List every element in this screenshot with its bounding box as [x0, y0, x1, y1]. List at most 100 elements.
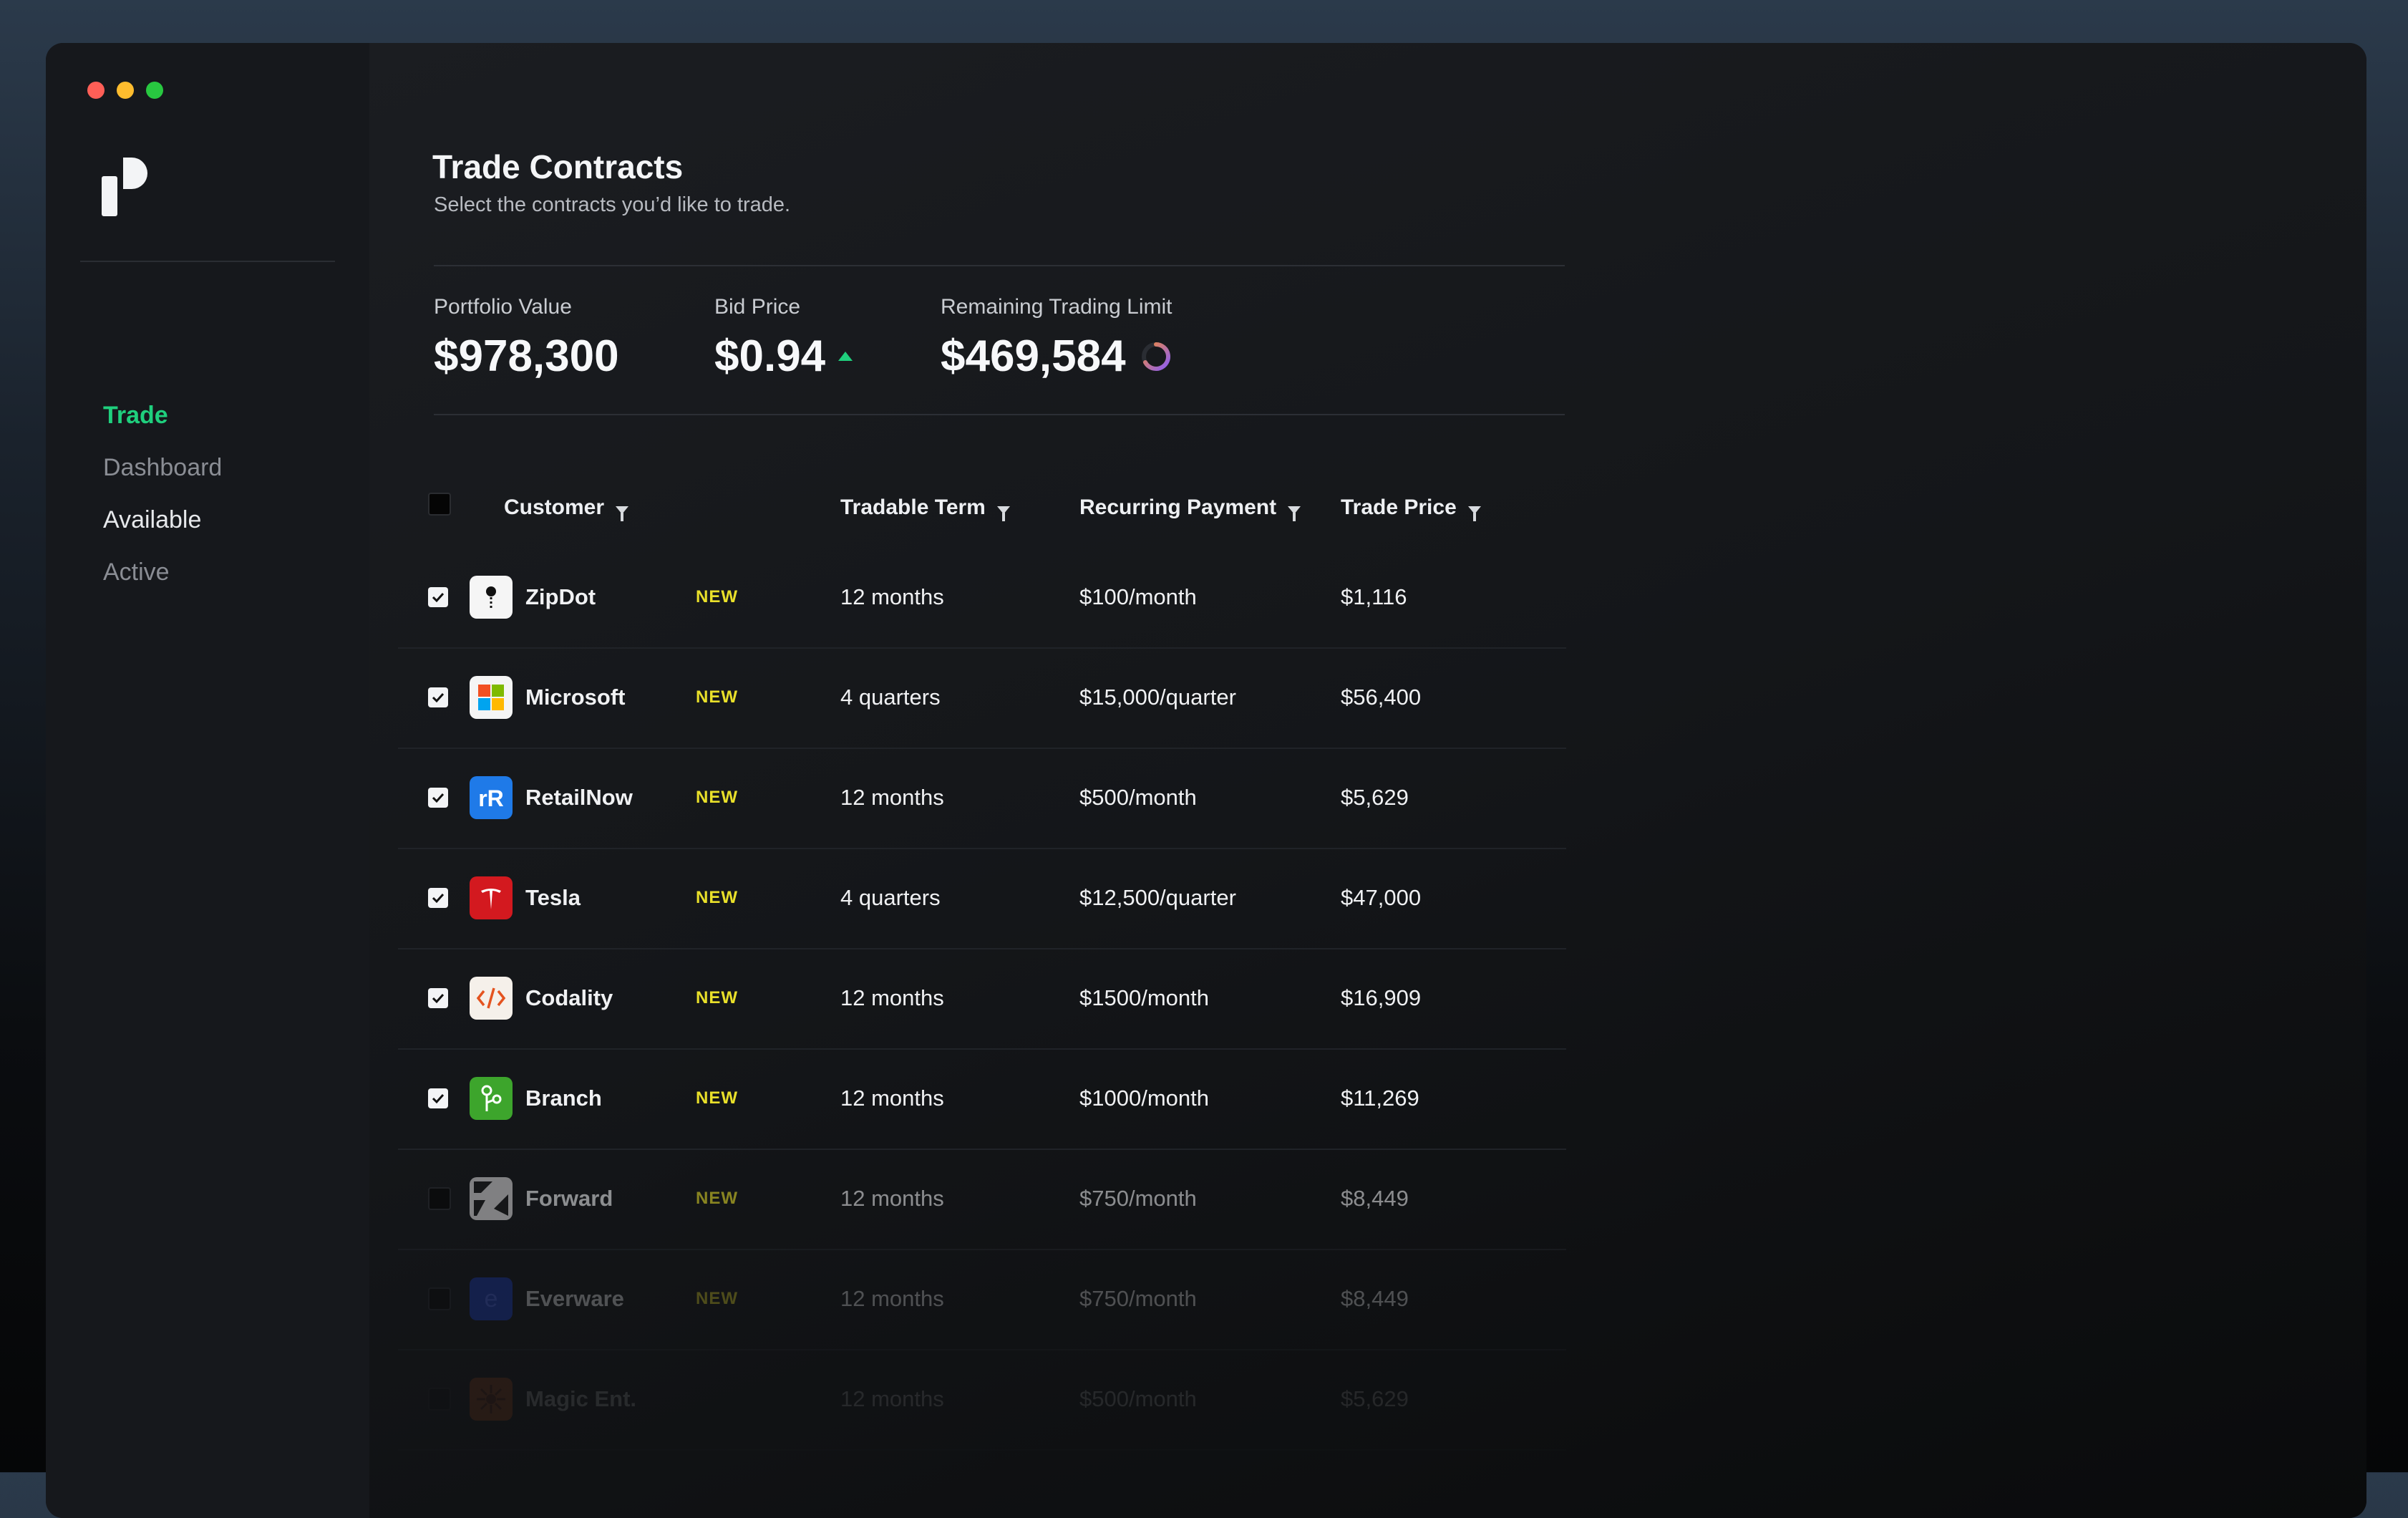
portfolio-value-stat: Portfolio Value $978,300 — [434, 295, 619, 382]
portfolio-value: $978,300 — [434, 332, 619, 381]
row-checkbox[interactable] — [428, 587, 448, 607]
everware-icon: e — [470, 1277, 513, 1320]
customer-name: RetailNow — [525, 785, 633, 810]
trade-price: $8,449 — [1341, 1286, 1409, 1311]
table-header: Customer Tradable Term Recurring Payment… — [398, 490, 1566, 533]
recurring-payment: $1000/month — [1079, 1086, 1209, 1111]
new-badge: NEW — [696, 1289, 738, 1308]
new-badge: NEW — [696, 1088, 738, 1108]
forward-icon — [470, 1177, 513, 1220]
app-window: Trade Dashboard Available Active Trade C… — [46, 43, 2366, 1518]
sidebar-item-available[interactable]: Available — [103, 506, 202, 533]
trading-limit-value: $469,584 — [941, 332, 1126, 381]
table-row[interactable]: e Everware NEW 12 months $750/month $8,449 — [398, 1249, 1566, 1350]
tradable-term: 12 months — [840, 584, 944, 609]
row-checkbox[interactable] — [428, 1287, 451, 1310]
tradable-term: 12 months — [840, 1286, 944, 1311]
customer-name: ZipDot — [525, 584, 596, 609]
tradable-term: 12 months — [840, 1386, 944, 1411]
window-controls — [87, 82, 163, 99]
sidebar: Trade Dashboard Available Active — [46, 43, 369, 1518]
page-title: Trade Contracts — [432, 148, 684, 185]
table-row[interactable]: ZipDot NEW 12 months $100/month $1,116 — [398, 547, 1566, 649]
table-row[interactable]: Tesla NEW 4 quarters $12,500/quarter $47,000 — [398, 848, 1566, 949]
table-row[interactable]: Microsoft NEW 4 quarters $15,000/quarter $56… — [398, 647, 1566, 749]
row-checkbox[interactable] — [428, 1187, 451, 1210]
customer-name: Magic Ent. — [525, 1386, 637, 1411]
row-checkbox[interactable] — [428, 1388, 451, 1411]
customer-name: Branch — [525, 1086, 602, 1111]
table-row[interactable]: Magic Ent. 12 months $500/month $5,629 — [398, 1349, 1566, 1451]
bid-price-value: $0.94 — [714, 332, 826, 381]
row-checkbox[interactable] — [428, 1088, 448, 1108]
new-badge: NEW — [696, 788, 738, 807]
trade-price: $5,629 — [1341, 1386, 1409, 1411]
trade-price: $11,269 — [1341, 1086, 1419, 1111]
column-trade-price[interactable]: Trade Price — [1341, 495, 1481, 521]
new-badge: NEW — [696, 888, 738, 907]
recurring-payment: $12,500/quarter — [1079, 885, 1236, 910]
trading-limit-stat: Remaining Trading Limit $469,584 — [941, 295, 1173, 382]
new-badge: NEW — [696, 687, 738, 707]
row-checkbox[interactable] — [428, 788, 448, 808]
trade-price: $47,000 — [1341, 885, 1422, 910]
tradable-term: 12 months — [840, 1186, 944, 1211]
header-divider — [434, 265, 1565, 266]
recurring-payment: $750/month — [1079, 1286, 1197, 1311]
tradable-term: 12 months — [840, 785, 944, 810]
new-badge: NEW — [696, 1189, 738, 1208]
filter-icon[interactable] — [1467, 506, 1481, 521]
recurring-payment: $500/month — [1079, 1386, 1197, 1411]
trade-price: $8,449 — [1341, 1186, 1409, 1211]
select-all-checkbox[interactable] — [428, 493, 451, 516]
row-checkbox[interactable] — [428, 687, 448, 707]
column-customer[interactable]: Customer — [504, 495, 629, 521]
row-checkbox[interactable] — [428, 888, 448, 908]
branch-icon — [470, 1077, 513, 1120]
customer-name: Everware — [525, 1286, 624, 1311]
table-row[interactable]: rR RetailNow NEW 12 months $500/month $5,629 — [398, 748, 1566, 849]
column-tradable-term[interactable]: Tradable Term — [840, 495, 1010, 521]
tradable-term: 4 quarters — [840, 685, 941, 710]
column-recurring-payment[interactable]: Recurring Payment — [1079, 495, 1301, 521]
customer-name: Tesla — [525, 885, 581, 910]
trade-price: $16,909 — [1341, 985, 1422, 1010]
bid-price-stat: Bid Price $0.94 — [714, 295, 853, 382]
trade-price: $5,629 — [1341, 785, 1409, 810]
customer-name: Microsoft — [525, 685, 626, 710]
trade-price: $56,400 — [1341, 685, 1422, 710]
retailnow-icon: rR — [470, 776, 513, 819]
filter-icon[interactable] — [996, 506, 1010, 521]
tradable-term: 4 quarters — [840, 885, 941, 910]
microsoft-icon — [470, 676, 513, 719]
filter-icon[interactable] — [1288, 506, 1301, 521]
tradable-term: 12 months — [840, 985, 944, 1010]
maximize-window-button[interactable] — [146, 82, 163, 99]
sidebar-item-active[interactable]: Active — [103, 559, 170, 586]
magic-ent-icon — [470, 1378, 513, 1421]
customer-name: Forward — [525, 1186, 613, 1211]
page-subtitle: Select the contracts you’d like to trade… — [434, 193, 791, 216]
new-badge: NEW — [696, 587, 738, 606]
trend-up-icon — [838, 352, 853, 361]
sidebar-nav: Trade Dashboard Available Active — [103, 395, 222, 604]
bid-price-label: Bid Price — [714, 295, 801, 319]
portfolio-value-label: Portfolio Value — [434, 295, 572, 319]
filter-icon[interactable] — [616, 506, 629, 521]
recurring-payment: $1500/month — [1079, 985, 1209, 1010]
loading-ring-icon — [1141, 342, 1170, 371]
svg-text:rR: rR — [478, 785, 504, 811]
svg-text:e: e — [485, 1285, 498, 1312]
row-checkbox[interactable] — [428, 988, 448, 1008]
table-row[interactable]: Codality NEW 12 months $1500/month $16,909 — [398, 948, 1566, 1050]
sidebar-item-trade[interactable]: Trade — [103, 402, 168, 429]
p-logo-icon[interactable] — [102, 158, 147, 216]
sidebar-item-dashboard[interactable]: Dashboard — [103, 454, 223, 481]
tradable-term: 12 months — [840, 1086, 944, 1111]
table-row[interactable]: Forward NEW 12 months $750/month $8,449 — [398, 1149, 1566, 1250]
codality-icon — [470, 977, 513, 1020]
close-window-button[interactable] — [87, 82, 105, 99]
stats-divider — [434, 414, 1565, 415]
table-row[interactable]: Branch NEW 12 months $1000/month $11,269 — [398, 1048, 1566, 1150]
minimize-window-button[interactable] — [117, 82, 134, 99]
